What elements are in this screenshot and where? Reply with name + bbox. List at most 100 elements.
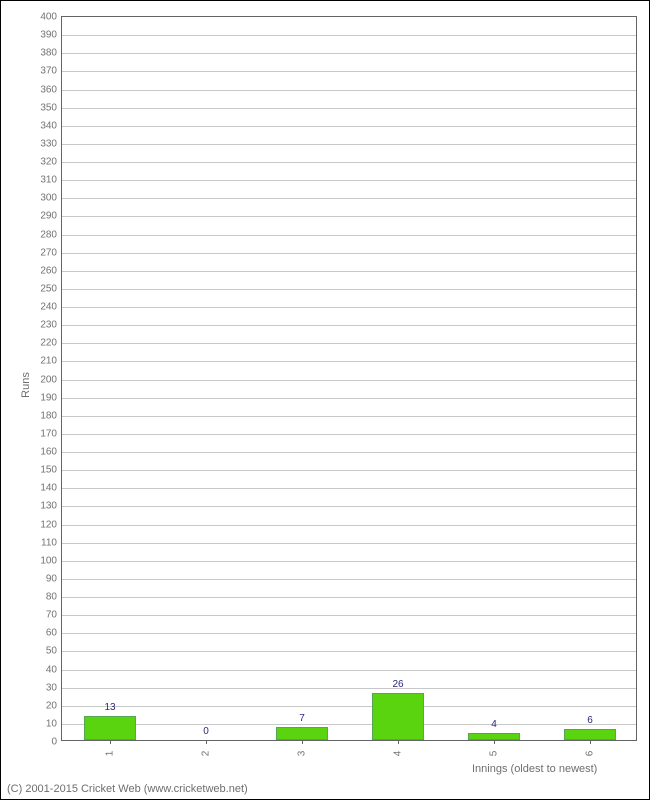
gridline [62,525,636,526]
ytick-label: 210 [40,356,57,367]
gridline [62,198,636,199]
x-axis-label: Innings (oldest to newest) [472,763,597,775]
ytick-label: 300 [40,193,57,204]
gridline [62,670,636,671]
gridline [62,90,636,91]
ytick-label: 130 [40,501,57,512]
ytick-label: 0 [51,737,57,748]
gridline [62,271,636,272]
bar-value-label: 6 [587,715,593,726]
bar [84,716,137,740]
gridline [62,561,636,562]
xtick-mark [206,740,207,744]
bar-value-label: 4 [491,719,497,730]
gridline [62,144,636,145]
gridline [62,452,636,453]
ytick-label: 100 [40,555,57,566]
bar [372,693,425,740]
gridline [62,416,636,417]
gridline [62,53,636,54]
gridline [62,162,636,163]
ytick-label: 180 [40,410,57,421]
ytick-label: 360 [40,84,57,95]
ytick-label: 140 [40,483,57,494]
xtick-label: 1 [105,751,116,757]
gridline [62,361,636,362]
gridline [62,470,636,471]
gridline [62,688,636,689]
ytick-label: 330 [40,138,57,149]
xtick-label: 5 [489,751,500,757]
ytick-label: 250 [40,283,57,294]
xtick-mark [110,740,111,744]
bar [468,733,521,740]
ytick-label: 320 [40,157,57,168]
ytick-label: 200 [40,374,57,385]
xtick-label: 4 [393,751,404,757]
bar-value-label: 26 [392,679,403,690]
plot-area: 0102030405060708090100110120130140150160… [61,16,637,741]
xtick-label: 6 [585,751,596,757]
gridline [62,488,636,489]
ytick-label: 30 [46,682,57,693]
gridline [62,71,636,72]
xtick-mark [398,740,399,744]
ytick-label: 370 [40,66,57,77]
ytick-label: 110 [41,537,57,548]
ytick-label: 310 [40,175,57,186]
bar [564,729,617,740]
ytick-label: 220 [40,338,57,349]
gridline [62,398,636,399]
ytick-label: 20 [46,700,57,711]
copyright-text: (C) 2001-2015 Cricket Web (www.cricketwe… [7,783,248,795]
gridline [62,579,636,580]
ytick-label: 280 [40,229,57,240]
gridline [62,506,636,507]
ytick-label: 260 [40,265,57,276]
gridline [62,180,636,181]
gridline [62,380,636,381]
gridline [62,235,636,236]
ytick-label: 170 [40,428,57,439]
gridline [62,343,636,344]
xtick-mark [590,740,591,744]
ytick-label: 90 [46,573,57,584]
ytick-label: 60 [46,628,57,639]
ytick-label: 350 [40,102,57,113]
gridline [62,543,636,544]
ytick-label: 80 [46,592,57,603]
bar-value-label: 0 [203,726,209,737]
chart-container: 0102030405060708090100110120130140150160… [0,0,650,800]
ytick-label: 160 [40,447,57,458]
ytick-label: 290 [40,211,57,222]
xtick-label: 3 [297,751,308,757]
ytick-label: 150 [40,465,57,476]
gridline [62,108,636,109]
gridline [62,35,636,36]
gridline [62,325,636,326]
ytick-label: 380 [40,48,57,59]
gridline [62,724,636,725]
ytick-label: 70 [46,610,57,621]
xtick-label: 2 [201,751,212,757]
ytick-label: 50 [46,646,57,657]
gridline [62,216,636,217]
ytick-label: 270 [40,247,57,258]
ytick-label: 10 [46,718,57,729]
gridline [62,126,636,127]
gridline [62,289,636,290]
ytick-label: 390 [40,30,57,41]
gridline [62,651,636,652]
ytick-label: 240 [40,302,57,313]
ytick-label: 40 [46,664,57,675]
gridline [62,615,636,616]
xtick-mark [494,740,495,744]
gridline [62,633,636,634]
gridline [62,706,636,707]
y-axis-label: Runs [20,372,32,398]
bar-value-label: 13 [104,702,115,713]
gridline [62,597,636,598]
ytick-label: 230 [40,320,57,331]
bar-value-label: 7 [299,713,305,724]
gridline [62,253,636,254]
